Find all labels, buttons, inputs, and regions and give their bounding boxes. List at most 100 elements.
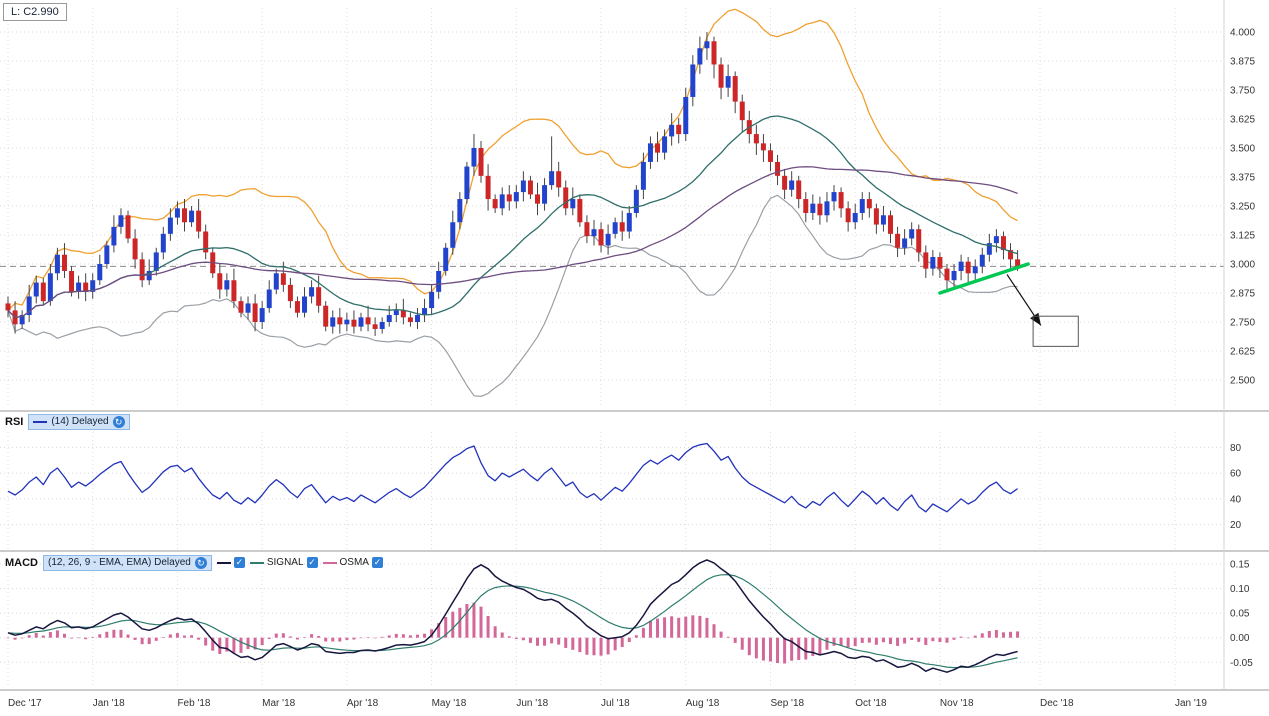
price-axis-label: 3.125 xyxy=(1230,231,1255,242)
osma-bar xyxy=(797,638,800,660)
candle-body xyxy=(231,280,236,301)
osma-visible-checkbox[interactable]: ✓ xyxy=(372,557,383,568)
arrowhead-drawing[interactable] xyxy=(1030,313,1041,326)
candle-body xyxy=(860,199,865,213)
osma-bar xyxy=(268,638,271,639)
osma-bar xyxy=(409,635,412,637)
candle-body xyxy=(175,208,180,217)
candle-body xyxy=(775,162,780,176)
osma-bar xyxy=(190,635,193,637)
rsi-params-chip[interactable]: (14) Delayed ↻ xyxy=(28,414,129,430)
chart-canvas[interactable]: 2.5002.6252.7502.8753.0003.1253.2503.375… xyxy=(0,0,1269,716)
candle-body xyxy=(450,222,455,248)
candle-body xyxy=(267,290,272,309)
osma-bar xyxy=(7,638,10,639)
candle-body xyxy=(584,222,589,236)
osma-bar xyxy=(204,638,207,646)
candle-body xyxy=(351,320,356,327)
osma-bar xyxy=(91,637,94,638)
osma-bar xyxy=(755,638,758,659)
candle-body xyxy=(973,266,978,273)
rsi-line xyxy=(8,444,1018,512)
osma-bar xyxy=(670,616,673,637)
price-axis-label: 2.625 xyxy=(1230,347,1255,358)
candle-body xyxy=(563,187,568,208)
osma-bar xyxy=(995,630,998,638)
osma-bar xyxy=(953,638,956,640)
osma-bar xyxy=(748,638,751,655)
candle-body xyxy=(479,148,484,176)
rsi-axis-label: 20 xyxy=(1230,520,1242,531)
macd-axis-label: 0.05 xyxy=(1230,609,1250,620)
osma-bar xyxy=(854,638,857,646)
osma-bar xyxy=(585,638,588,655)
candle-body xyxy=(817,204,822,216)
osma-bar xyxy=(324,638,327,642)
candle-body xyxy=(577,199,582,222)
macd-indicator-name: MACD xyxy=(5,557,38,569)
candle-body xyxy=(909,229,914,238)
osma-bar xyxy=(875,638,878,645)
osma-bar xyxy=(360,638,363,639)
osma-bar xyxy=(508,636,511,637)
candle-body xyxy=(380,322,385,329)
candle-body xyxy=(881,215,886,224)
delayed-icon[interactable]: ↻ xyxy=(113,416,125,428)
candle-body xyxy=(260,308,265,322)
osma-bar xyxy=(338,638,341,642)
macd-visible-checkbox[interactable]: ✓ xyxy=(234,557,245,568)
osma-bar xyxy=(423,634,426,638)
osma-bar xyxy=(924,638,927,645)
macd-axis-label: -0.05 xyxy=(1230,658,1253,669)
candle-body xyxy=(733,76,738,102)
osma-bar xyxy=(169,634,172,637)
candle-body xyxy=(662,136,667,152)
macd-axis-label: 0.00 xyxy=(1230,633,1250,644)
last-price-label: L: C2.990 xyxy=(3,3,67,21)
osma-bar xyxy=(1002,632,1005,637)
delayed-icon[interactable]: ↻ xyxy=(195,557,207,569)
x-axis-label: Dec '18 xyxy=(1040,698,1074,709)
candle-body xyxy=(641,162,646,190)
osma-bar xyxy=(536,638,539,646)
osma-bar xyxy=(783,638,786,664)
osma-bar xyxy=(804,638,807,660)
osma-bar xyxy=(649,621,652,638)
candle-body xyxy=(712,41,717,64)
osma-bar xyxy=(557,638,560,645)
candle-body xyxy=(895,234,900,248)
candle-body xyxy=(768,150,773,162)
candle-body xyxy=(133,238,138,259)
candle-body xyxy=(521,180,526,192)
osma-bar xyxy=(148,638,151,644)
osma-bar xyxy=(684,617,687,638)
macd-params-chip[interactable]: (12, 26, 9 - EMA, EMA) Delayed ↻ xyxy=(43,555,212,571)
osma-bar xyxy=(14,638,17,640)
osma-bar xyxy=(564,638,567,648)
candle-body xyxy=(944,269,949,281)
osma-bar xyxy=(56,630,59,637)
osma-legend: OSMA ✓ xyxy=(323,557,383,568)
osma-bar xyxy=(303,637,306,638)
osma-bar xyxy=(98,634,101,637)
osma-bar xyxy=(275,634,278,638)
candle-body xyxy=(507,194,512,201)
candle-body xyxy=(606,234,611,246)
x-axis-label: Jan '18 xyxy=(93,698,125,709)
candle-body xyxy=(76,283,81,292)
candle-body xyxy=(937,257,942,269)
candle-body xyxy=(366,317,371,324)
osma-bar xyxy=(232,638,235,653)
candle-body xyxy=(556,171,561,187)
signal-visible-checkbox[interactable]: ✓ xyxy=(307,557,318,568)
osma-bar xyxy=(501,632,504,637)
candle-body xyxy=(281,273,286,285)
candle-body xyxy=(126,215,131,238)
osma-bar xyxy=(635,635,638,637)
candle-body xyxy=(676,125,681,134)
osma-bar xyxy=(28,635,31,637)
x-axis-label: Jul '18 xyxy=(601,698,630,709)
osma-bar xyxy=(691,615,694,637)
signal-line-sample xyxy=(250,562,264,564)
osma-bar xyxy=(451,612,454,638)
